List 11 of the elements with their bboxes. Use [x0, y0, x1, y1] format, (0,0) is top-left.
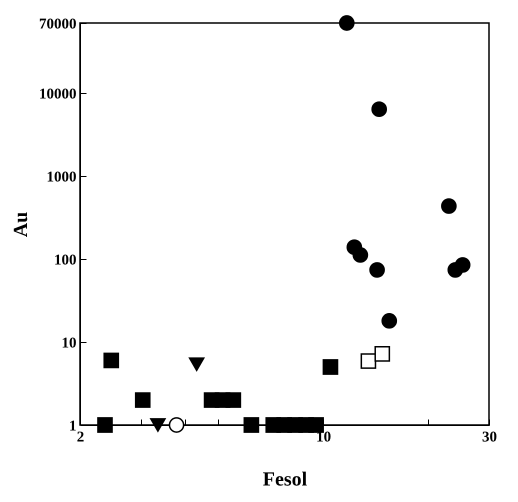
y-axis-title: Au — [10, 212, 32, 238]
x-axis-title: Fesol — [262, 468, 308, 490]
y-tick-label: 10 — [62, 336, 76, 352]
x-tick-label: 10 — [316, 430, 332, 446]
x-tick-label: 2 — [76, 430, 84, 446]
y-tick-label: 70000 — [39, 16, 76, 32]
y-tick-label: 1000 — [46, 170, 76, 186]
y-tick-label: 10000 — [39, 86, 76, 103]
x-tick-label: 30 — [482, 430, 497, 446]
y-tick-label: 1 — [69, 418, 76, 434]
y-tick-label: 100 — [54, 252, 76, 269]
